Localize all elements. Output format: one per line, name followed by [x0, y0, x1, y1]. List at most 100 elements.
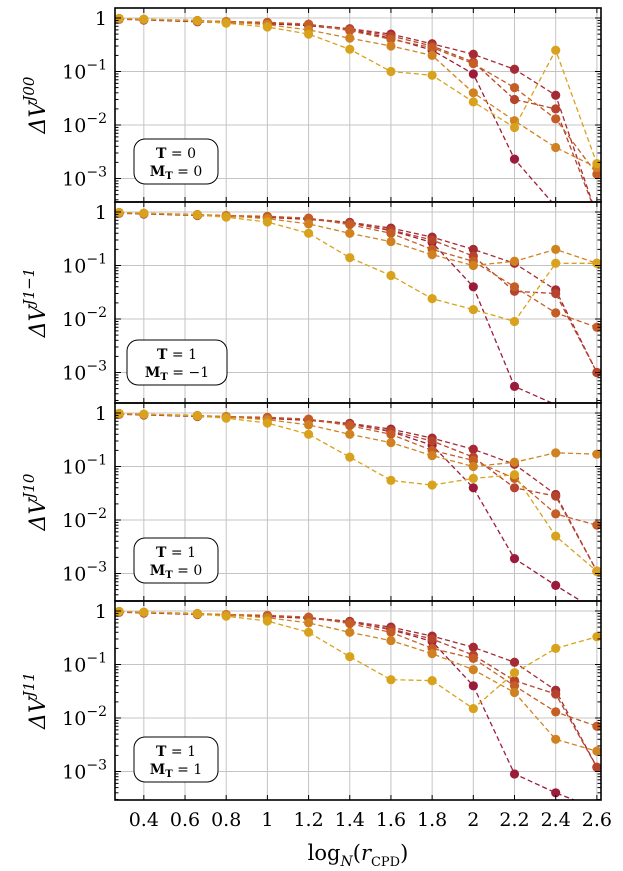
data-point: [468, 461, 478, 472]
data-point: [386, 236, 396, 247]
data-point: [592, 158, 601, 169]
data-point: [592, 566, 601, 576]
data-point: [221, 18, 231, 28]
data-point: [592, 632, 601, 642]
y-tick-label: 10−1: [62, 453, 107, 479]
data-point: [345, 429, 355, 439]
data-point: [551, 104, 561, 114]
data-point: [592, 449, 601, 459]
data-point: [509, 64, 520, 74]
data-point: [139, 14, 149, 24]
data-point: [345, 652, 355, 662]
annotation-line-2: MT = 0: [150, 164, 203, 182]
data-point: [386, 635, 396, 646]
data-point: [509, 483, 520, 493]
series-line: [119, 413, 598, 526]
data-point: [468, 304, 478, 315]
annotation-box: T = 0 MT = 0: [133, 138, 219, 185]
data-point: [551, 142, 561, 153]
y-axis-label: ΔVJ10: [20, 473, 51, 531]
y-tick-label: 10−2: [62, 704, 107, 730]
annotation-box: T = 1 MT = 0: [133, 537, 219, 584]
data-point: [386, 627, 396, 637]
annotation-frame: [133, 736, 219, 783]
series-line: [119, 211, 598, 267]
series-line: [119, 18, 593, 202]
data-point: [509, 83, 520, 93]
panel-1: 1 10−1 10−2 10−3 ΔVJ00 T = 0 MT = 0: [20, 7, 602, 203]
series-line: [119, 610, 598, 710]
data-point: [386, 41, 396, 51]
data-point: [345, 253, 355, 263]
data-point: [427, 294, 437, 304]
x-tick-label: 0.6: [170, 809, 200, 831]
annotation-line-1: T = 0: [156, 146, 196, 162]
y-tick-label: 10−1: [62, 58, 107, 84]
data-point: [427, 450, 437, 461]
data-point: [303, 618, 314, 628]
data-point: [592, 746, 601, 756]
data-point: [509, 154, 520, 164]
data-point: [468, 642, 478, 652]
data-point: [468, 69, 478, 79]
data-point: [262, 22, 272, 32]
data-point: [468, 244, 478, 254]
data-point: [345, 220, 355, 230]
data-point: [509, 316, 520, 327]
series-line: [119, 211, 597, 323]
data-point: [592, 721, 601, 731]
data-point: [345, 619, 355, 629]
annotation-line-2: MT = −1: [145, 365, 209, 383]
annotation-box: T = 1 MT = 1: [133, 736, 219, 783]
data-point: [551, 45, 561, 55]
data-point: [139, 208, 149, 218]
y-tick-label: 10−2: [62, 111, 107, 137]
data-point: [468, 49, 478, 59]
y-tick-label: 1: [95, 403, 107, 425]
annotation-box: T = 1 MT = −1: [126, 339, 228, 386]
data-point: [551, 244, 561, 254]
y-tick-label: 10−3: [62, 359, 107, 385]
data-point: [427, 249, 437, 260]
x-tick-label: 0.4: [129, 809, 159, 831]
series-group: [115, 207, 601, 403]
data-point: [468, 483, 478, 493]
data-point: [468, 444, 478, 454]
data-point: [386, 34, 396, 44]
data-point: [551, 531, 561, 541]
data-point: [427, 70, 437, 80]
data-point: [592, 169, 601, 179]
x-tick-label: 1.8: [417, 809, 447, 831]
annotation-line-1: T = 1: [156, 545, 196, 561]
data-point: [509, 381, 520, 391]
data-point: [551, 308, 561, 318]
data-point: [139, 607, 149, 617]
series-group: [115, 13, 601, 202]
data-point: [345, 26, 355, 36]
series-group: [115, 606, 601, 800]
x-tick-label: 1: [261, 809, 273, 831]
annotation-frame: [126, 339, 228, 386]
data-point: [509, 256, 520, 266]
data-point: [468, 260, 478, 271]
data-point: [468, 665, 478, 675]
data-point: [303, 219, 314, 229]
data-point: [262, 616, 272, 626]
data-point: [551, 491, 561, 501]
data-point: [386, 675, 396, 685]
annotation-line-2: MT = 1: [150, 762, 203, 780]
annotation-line-1: T = 1: [157, 347, 197, 363]
series-line: [119, 412, 597, 468]
data-point: [303, 29, 314, 39]
y-tick-label: 1: [95, 601, 107, 623]
data-point: [468, 681, 478, 691]
series-group: [115, 408, 601, 601]
annotation-line-1: T = 1: [156, 744, 196, 760]
data-point: [551, 689, 561, 699]
data-point: [345, 228, 355, 238]
data-point: [221, 212, 231, 222]
data-point: [303, 627, 314, 637]
data-point: [551, 448, 561, 458]
data-point: [551, 580, 561, 590]
